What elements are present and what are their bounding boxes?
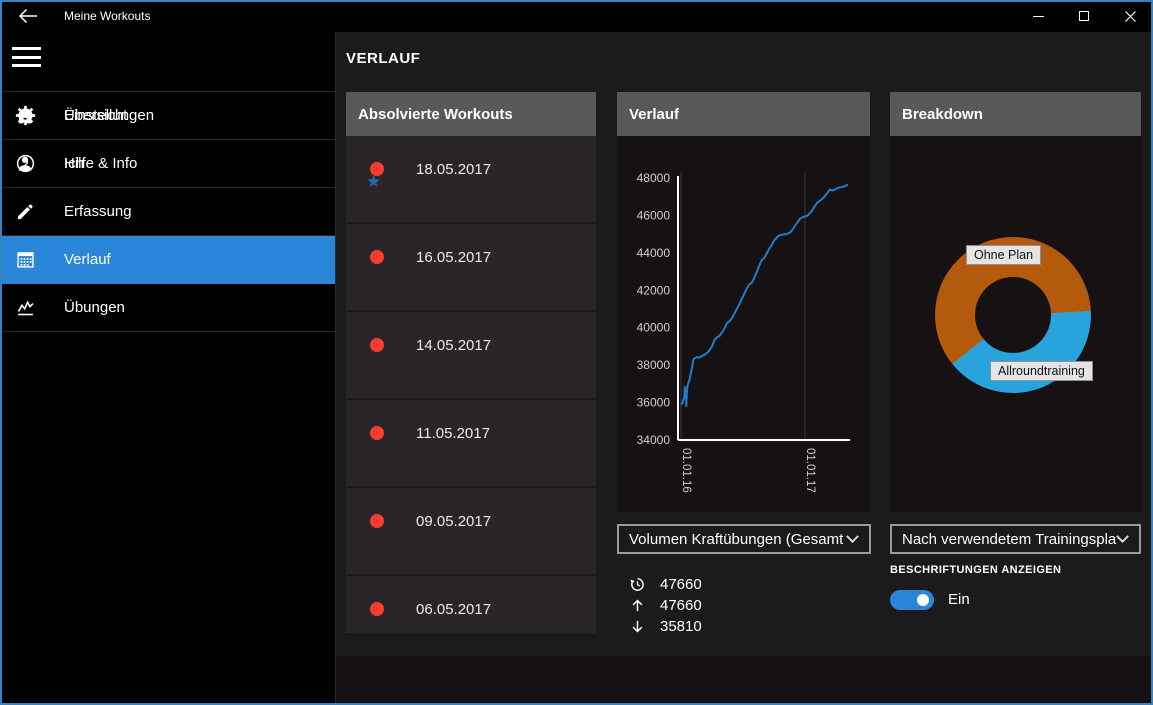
command-bar <box>335 656 1153 703</box>
sidebar-item-label: Einstellungen <box>64 107 155 124</box>
workout-list-item[interactable]: 11.05.2017 <box>346 400 596 486</box>
stat-current-row: 47660 <box>628 574 702 594</box>
stat-max-row: 47660 <box>628 595 702 615</box>
workout-date: 14.05.2017 <box>416 337 492 354</box>
arrow-up-icon <box>628 596 646 614</box>
sidebar-item-hilfe-info[interactable]: ? Hilfe & Info <box>0 140 335 188</box>
workout-date: 11.05.2017 <box>416 425 490 442</box>
maximize-icon <box>1079 11 1089 21</box>
workout-status-dot <box>370 250 384 264</box>
sidebar-item-label: Hilfe & Info <box>64 155 138 172</box>
workout-list-item[interactable]: 06.05.2017 <box>346 576 596 633</box>
workout-date: 09.05.2017 <box>416 513 492 530</box>
metric-dropdown[interactable]: Volumen Kraftübungen (Gesamt <box>617 524 871 554</box>
donut-label-ohne-plan: Ohne Plan <box>966 245 1042 265</box>
svg-text:38000: 38000 <box>637 358 671 372</box>
breakdown-dropdown-value: Nach verwendetem Trainingspla <box>902 530 1117 548</box>
workout-list-item[interactable]: 09.05.2017 <box>346 488 596 574</box>
breakdown-panel-header: Breakdown <box>890 92 1141 136</box>
sidebar-item-label: Erfassung <box>64 203 132 220</box>
sidebar: Übersicht Ich Erfassung <box>0 32 336 705</box>
svg-text:36000: 36000 <box>637 396 671 410</box>
workouts-panel-header: Absolvierte Workouts <box>346 92 596 136</box>
stat-min-value: 35810 <box>660 617 702 635</box>
close-icon <box>1124 10 1136 22</box>
svg-text:?: ? <box>22 158 28 170</box>
person-icon <box>13 152 37 176</box>
line-chart: 34000 36000 38000 40000 42000 44000 46000 48000… <box>637 171 850 493</box>
minimize-icon <box>1032 15 1044 17</box>
svg-text:46000: 46000 <box>637 208 671 222</box>
sidebar-item-uebungen[interactable]: Übungen <box>0 284 335 332</box>
sidebar-item-label: Übersicht <box>64 107 128 124</box>
sidebar-item-label: Übungen <box>64 299 125 316</box>
calendar-icon <box>13 248 37 272</box>
stat-max-value: 47660 <box>660 596 702 614</box>
gear-icon <box>13 104 37 128</box>
workout-list-item[interactable]: ★ 18.05.2017 <box>346 136 596 222</box>
nav-list: Übersicht Ich Erfassung <box>0 91 335 332</box>
sidebar-item-einstellungen[interactable]: Einstellungen <box>0 92 335 140</box>
workout-status-dot <box>370 426 384 440</box>
sidebar-item-label: Verlauf <box>64 251 111 268</box>
workout-status-dot <box>370 338 384 352</box>
donut-label-allroundtraining: Allroundtraining <box>990 361 1093 381</box>
svg-text:48000: 48000 <box>637 171 671 185</box>
sidebar-item-label: Ich <box>64 155 85 172</box>
breakdown-chart-panel: Ohne Plan Allroundtraining <box>890 136 1141 512</box>
stat-current-value: 47660 <box>660 575 702 593</box>
close-button[interactable] <box>1107 0 1153 32</box>
workout-list-item[interactable]: 14.05.2017 <box>346 312 596 398</box>
verlauf-chart-panel: 34000 36000 38000 40000 42000 44000 46000 48000… <box>617 136 870 512</box>
metric-dropdown-value: Volumen Kraftübungen (Gesamt <box>629 530 844 548</box>
svg-text:34000: 34000 <box>637 433 671 447</box>
history-icon <box>628 575 646 593</box>
workout-list-item[interactable]: 16.05.2017 <box>346 224 596 310</box>
workout-status-dot <box>370 602 384 616</box>
chevron-down-icon <box>846 529 859 543</box>
nav-bottom-list: Einstellungen ? Hilfe & Info <box>0 91 335 704</box>
donut-hole <box>975 277 1051 353</box>
window-title: Meine Workouts <box>64 9 151 23</box>
labels-toggle-caption: BESCHRIFTUNGEN ANZEIGEN <box>890 564 1062 576</box>
pencil-icon <box>13 200 37 224</box>
workout-date: 16.05.2017 <box>416 249 492 266</box>
workout-star-icon: ★ <box>366 172 382 191</box>
labels-toggle[interactable] <box>890 590 934 610</box>
line-chart-icon <box>13 296 37 320</box>
sidebar-item-verlauf[interactable]: Verlauf <box>0 236 335 284</box>
svg-text:01.01.17: 01.01.17 <box>804 448 816 493</box>
svg-text:01.01.16: 01.01.16 <box>680 448 692 493</box>
workout-status-dot <box>370 162 384 176</box>
back-arrow-icon <box>18 8 37 24</box>
hamburger-button[interactable] <box>12 45 42 69</box>
stat-min-row: 35810 <box>628 616 702 636</box>
title-bar: Meine Workouts <box>0 0 1153 32</box>
toggle-knob <box>917 594 929 606</box>
back-button[interactable] <box>14 4 42 28</box>
arrow-down-icon <box>628 617 646 635</box>
page-title: VERLAUF <box>346 50 421 67</box>
workout-date: 06.05.2017 <box>416 601 492 618</box>
svg-text:44000: 44000 <box>637 246 671 260</box>
chevron-down-icon <box>1116 529 1129 543</box>
svg-text:42000: 42000 <box>637 283 671 297</box>
svg-text:40000: 40000 <box>637 321 671 335</box>
workouts-list: ★ 18.05.2017 16.05.2017 14.05.2017 11.05… <box>346 136 596 633</box>
verlauf-panel-header: Verlauf <box>617 92 870 136</box>
toggle-state-label: Ein <box>948 591 970 608</box>
maximize-button[interactable] <box>1061 0 1107 32</box>
minimize-button[interactable] <box>1015 0 1061 32</box>
workout-date: 18.05.2017 <box>416 161 492 178</box>
workout-status-dot <box>370 514 384 528</box>
breakdown-dropdown[interactable]: Nach verwendetem Trainingspla <box>890 524 1141 554</box>
sidebar-item-erfassung[interactable]: Erfassung <box>0 188 335 236</box>
help-icon: ? <box>13 152 37 176</box>
